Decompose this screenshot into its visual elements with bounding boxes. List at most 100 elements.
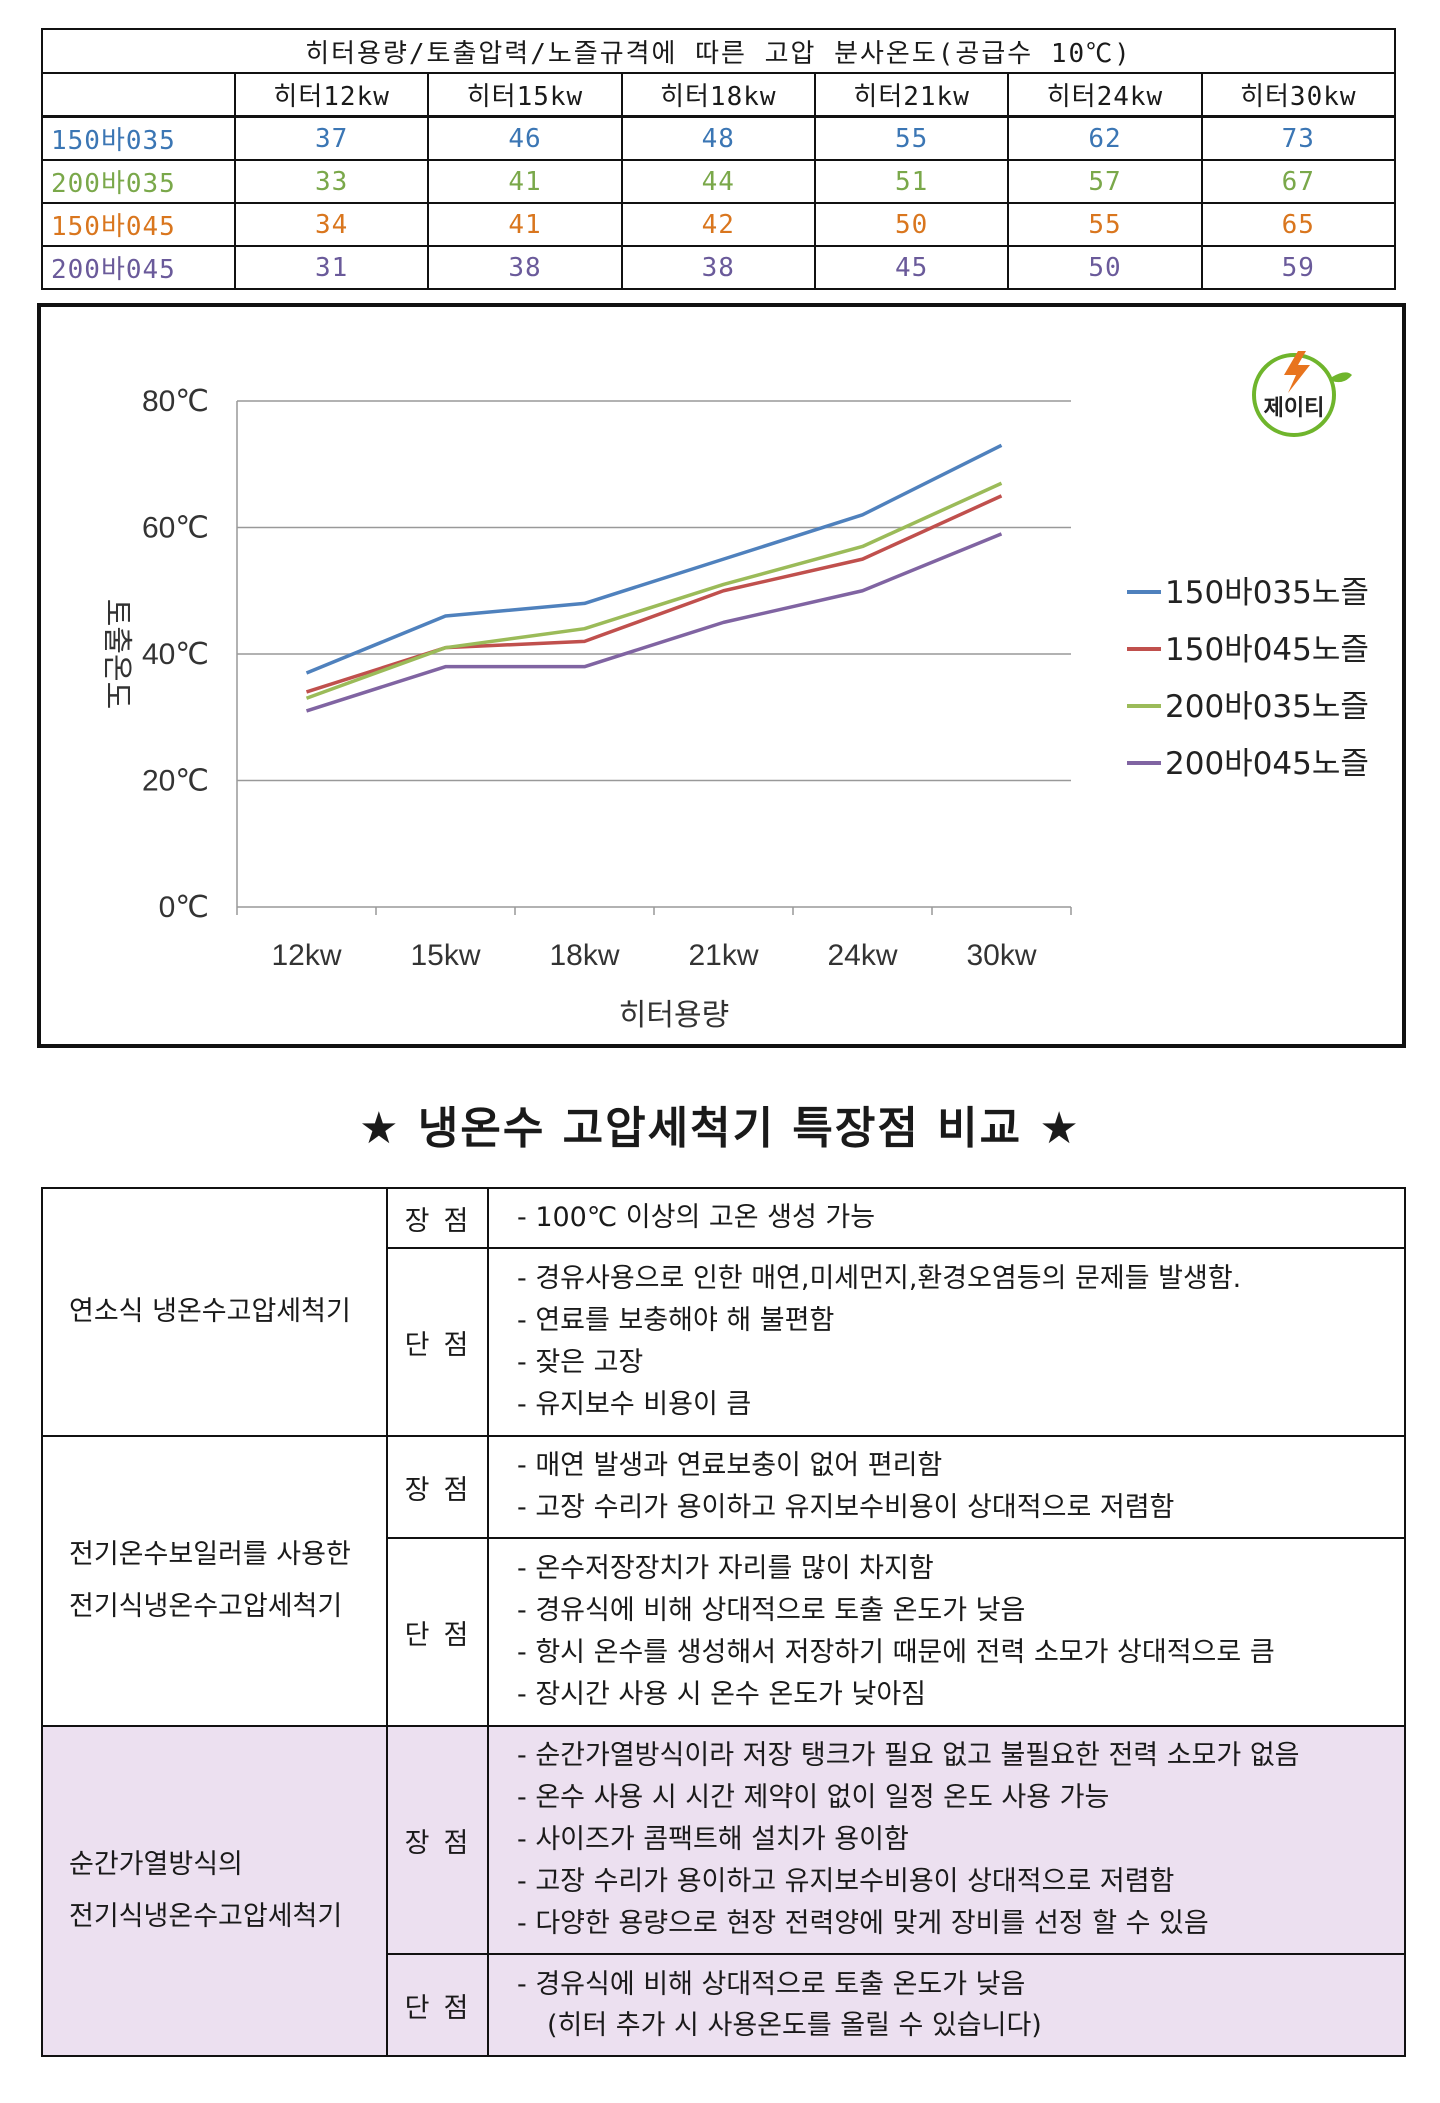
temperature-table: 히터용량/토출압력/노즐규격에 따른 고압 분사온도(공급수 10℃) 히터12…	[41, 28, 1397, 290]
list-item: - 장시간 사용 시 온수 온도가 낮아짐	[517, 1679, 926, 1710]
series-line	[305, 481, 1003, 700]
table-cell: 33	[233, 159, 430, 204]
table-cell: 31	[233, 245, 430, 290]
logo-text: 제이티	[1264, 396, 1325, 421]
row-label: 150바045	[41, 202, 236, 247]
list-item: - 경유사용으로 인한 매연,미세먼지,환경오염등의 문제들 발생함.	[517, 1263, 1242, 1294]
comparison-table: 연소식 냉온수고압세척기 장점 - 100℃ 이상의 고온 생성 가능 단점 -…	[41, 1187, 1406, 2057]
column-header: 히터30kw	[1200, 72, 1397, 118]
washer-type-cell: 전기온수보일러를 사용한 전기식냉온수고압세척기	[41, 1435, 388, 1727]
row-label: 150바035	[41, 115, 236, 161]
list-item: - 고장 수리가 용이하고 유지보수비용이 상대적으로 저렴함	[517, 1492, 1175, 1523]
list-item: - 경유식에 비해 상대적으로 토출 온도가 낮음	[517, 1969, 1026, 2000]
cons-list: - 경유사용으로 인한 매연,미세먼지,환경오염등의 문제들 발생함. - 연료…	[487, 1247, 1406, 1437]
table-cell: 38	[620, 245, 816, 290]
list-item: - 온수저장장치가 자리를 많이 차지함	[517, 1553, 934, 1584]
comparison-row-pros: 순간가열방식의 전기식냉온수고압세척기 장점 - 순간가열방식이라 저장 탱크가…	[41, 1725, 1406, 2057]
table-cell: 34	[233, 202, 430, 247]
washer-type-label: 전기온수보일러를 사용한	[69, 1539, 351, 1570]
list-item: - 고장 수리가 용이하고 유지보수비용이 상대적으로 저렴함	[517, 1866, 1175, 1897]
comparison-row-pros: 연소식 냉온수고압세척기 장점 - 100℃ 이상의 고온 생성 가능	[41, 1187, 1406, 1437]
table-cell: 51	[813, 159, 1010, 204]
table-cell: 38	[427, 245, 623, 290]
lightning-icon	[1284, 351, 1310, 393]
comparison-row-cons: 단점 - 경유사용으로 인한 매연,미세먼지,환경오염등의 문제들 발생함. -…	[42, 1247, 1406, 1437]
list-item: - 사이즈가 콤팩트해 설치가 용이함	[517, 1824, 909, 1855]
x-tick-label: 18kw	[549, 939, 619, 972]
table-cell: 45	[813, 245, 1010, 290]
comparison-row-cons: 단점 - 경유식에 비해 상대적으로 토출 온도가 낮음 (히터 추가 시 사용…	[42, 1953, 1406, 2057]
list-item: - 온수 사용 시 시간 제약이 없이 일정 온도 사용 가능	[517, 1782, 1110, 1813]
comparison-row-pros: 전기온수보일러를 사용한 전기식냉온수고압세척기 장점 - 매연 발생과 연료보…	[41, 1435, 1406, 1727]
pros-list: - 100℃ 이상의 고온 생성 가능	[487, 1187, 1406, 1249]
list-item: - 연료를 보충해야 해 불편함	[517, 1305, 835, 1336]
table-cell: 62	[1007, 115, 1203, 161]
cons-note: (히터 추가 시 사용온도를 올릴 수 있습니다)	[547, 2010, 1042, 2041]
table-cell: 41	[427, 159, 623, 204]
pros-list: - 순간가열방식이라 저장 탱크가 필요 없고 불필요한 전력 소모가 없음 -…	[487, 1725, 1406, 1955]
table-cell: 59	[1200, 245, 1397, 290]
table-cell: 73	[1200, 115, 1397, 161]
list-item: - 100℃ 이상의 고온 생성 가능	[517, 1202, 876, 1233]
list-item: - 유지보수 비용이 큼	[517, 1389, 752, 1420]
pros-list: - 매연 발생과 연료보충이 없어 편리함 - 고장 수리가 용이하고 유지보수…	[487, 1435, 1406, 1539]
washer-type-label: 전기식냉온수고압세척기	[69, 1901, 343, 1932]
table-cell: 44	[620, 159, 816, 204]
washer-type-cell: 연소식 냉온수고압세척기	[41, 1187, 388, 1437]
section-heading: ★ 냉온수 고압세척기 특장점 비교 ★	[359, 1103, 1081, 1154]
temperature-chart: 0℃ 20℃ 40℃ 60℃ 80℃ 12kw 15kw 18kw 21kw 24kw 30kw 히터…	[37, 303, 1406, 1048]
comparison-row-cons: 단점 - 온수저장장치가 자리를 많이 차지함 - 경유식에 비해 상대적으로 …	[42, 1537, 1406, 1727]
pros-label: 장점	[386, 1435, 489, 1539]
table-cell: 41	[427, 202, 623, 247]
table-cell: 55	[813, 115, 1010, 161]
column-header: 히터21kw	[813, 72, 1010, 118]
y-tick-label: 0℃	[159, 891, 209, 924]
table-cell: 67	[1200, 159, 1397, 204]
column-header: 히터18kw	[620, 72, 816, 118]
list-item: - 매연 발생과 연료보충이 없어 편리함	[517, 1450, 943, 1481]
table-cell: 55	[1007, 202, 1203, 247]
pros-label: 장점	[386, 1725, 489, 1955]
table-cell: 46	[427, 115, 623, 161]
table-row: 150바035 37 46 48 55 62 73	[41, 115, 1397, 161]
cons-label: 단점	[386, 1537, 489, 1727]
y-tick-label: 40℃	[142, 638, 209, 671]
column-header: 히터15kw	[427, 72, 623, 118]
y-tick-label: 80℃	[142, 385, 209, 418]
legend-label: 150바045노즐	[1165, 632, 1369, 668]
washer-type-label: 순간가열방식의	[69, 1849, 243, 1880]
table-row: 150바045 34 41 42 50 55 65	[41, 202, 1397, 247]
x-tick-label: 30kw	[966, 939, 1036, 972]
cons-list: - 온수저장장치가 자리를 많이 차지함 - 경유식에 비해 상대적으로 토출 …	[487, 1537, 1406, 1727]
y-tick-label: 20℃	[142, 765, 209, 798]
column-header: 히터12kw	[233, 72, 430, 118]
cons-label: 단점	[386, 1247, 489, 1437]
table-cell: 50	[1007, 245, 1203, 290]
cons-label: 단점	[386, 1953, 489, 2057]
x-tick-label: 12kw	[271, 939, 341, 972]
logo: 제이티	[1252, 351, 1352, 437]
table-cell: 65	[1200, 202, 1397, 247]
table-corner-cell	[41, 72, 236, 118]
table-cell: 37	[233, 115, 430, 161]
list-item: - 다양한 용량으로 현장 전력양에 맞게 장비를 선정 할 수 있음	[517, 1908, 1209, 1939]
list-item: - 잦은 고장	[517, 1347, 644, 1378]
x-axis-title: 히터용량	[619, 999, 729, 1032]
table-cell: 57	[1007, 159, 1203, 204]
y-axis-title: 토출온도	[100, 599, 133, 709]
row-label: 200바045	[41, 245, 236, 290]
series-line	[305, 494, 1003, 694]
legend-label: 200바035노즐	[1165, 689, 1369, 725]
table-cell: 48	[620, 115, 816, 161]
washer-type-label: 전기식냉온수고압세척기	[69, 1591, 343, 1622]
series-line	[305, 443, 1003, 675]
table-title: 히터용량/토출압력/노즐규격에 따른 고압 분사온도(공급수 10℃)	[41, 28, 1396, 74]
washer-type-cell: 순간가열방식의 전기식냉온수고압세척기	[41, 1725, 388, 2057]
y-tick-label: 60℃	[142, 512, 209, 545]
table-row: 200바035 33 41 44 51 57 67	[41, 159, 1397, 204]
cons-list: - 경유식에 비해 상대적으로 토출 온도가 낮음 (히터 추가 시 사용온도를…	[487, 1953, 1406, 2057]
series-line	[305, 532, 1003, 713]
x-tick-label: 21kw	[688, 939, 758, 972]
list-item: - 순간가열방식이라 저장 탱크가 필요 없고 불필요한 전력 소모가 없음	[517, 1740, 1300, 1771]
table-row: 200바045 31 38 38 45 50 59	[41, 245, 1397, 290]
